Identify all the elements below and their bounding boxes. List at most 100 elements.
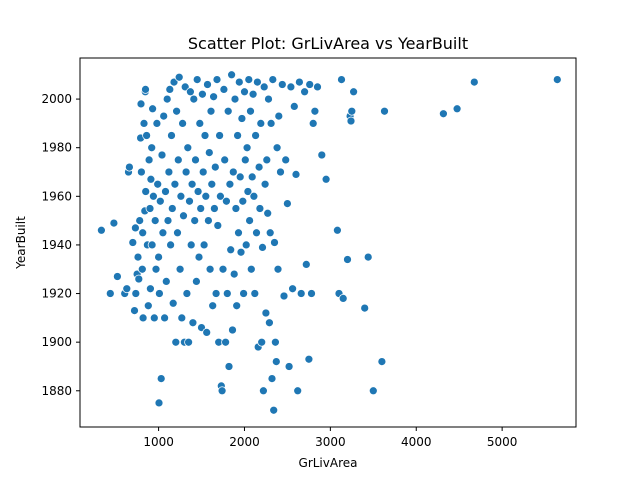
x-tick-label: 4000	[401, 435, 432, 449]
x-tick-label: 5000	[487, 435, 518, 449]
data-point	[211, 289, 221, 298]
y-tick-label: 1900	[41, 335, 72, 349]
data-point	[248, 89, 258, 99]
data-point	[137, 167, 146, 177]
data-point	[195, 119, 205, 128]
data-point	[368, 386, 378, 396]
data-point	[208, 301, 218, 311]
data-point	[343, 255, 352, 264]
data-point	[321, 174, 331, 184]
data-point	[141, 187, 151, 196]
data-point	[252, 228, 261, 238]
data-point	[242, 143, 252, 153]
y-tick-label: 1880	[41, 384, 72, 398]
data-point	[249, 191, 259, 201]
data-point	[143, 301, 153, 311]
data-point	[155, 289, 164, 298]
data-point	[161, 277, 171, 286]
data-point	[202, 328, 212, 337]
data-point	[260, 179, 270, 189]
x-axis-label: GrLivArea	[299, 456, 358, 470]
data-point	[239, 289, 248, 298]
data-point	[167, 204, 177, 213]
x-tick-label: 3000	[315, 435, 346, 449]
data-point	[276, 167, 285, 177]
data-point	[133, 252, 143, 262]
data-point	[240, 155, 250, 165]
data-point	[225, 179, 235, 189]
data-point	[194, 252, 204, 262]
data-point	[192, 75, 202, 84]
x-tick-label: 2000	[229, 435, 260, 449]
data-point	[213, 221, 223, 230]
data-point	[265, 228, 275, 238]
data-point	[147, 143, 157, 153]
y-tick-label: 1980	[41, 141, 72, 155]
plot-frame	[79, 57, 577, 428]
data-point	[193, 187, 203, 196]
data-point	[199, 240, 209, 250]
y-tick-label: 2000	[41, 92, 72, 106]
data-point	[265, 318, 274, 328]
data-point	[217, 386, 227, 396]
data-point	[281, 155, 291, 165]
data-point	[230, 94, 240, 104]
data-point	[153, 179, 163, 189]
data-point	[307, 289, 316, 298]
data-point	[245, 216, 254, 225]
data-point	[172, 106, 181, 116]
data-point	[293, 386, 303, 396]
data-point	[233, 131, 242, 140]
data-point	[270, 238, 279, 247]
data-point	[222, 289, 232, 298]
data-point	[145, 204, 155, 213]
data-point	[226, 245, 236, 255]
data-point	[234, 228, 243, 238]
data-point	[232, 301, 242, 311]
data-point	[300, 87, 309, 97]
data-point	[246, 106, 255, 116]
data-point	[279, 291, 289, 301]
data-point	[259, 82, 269, 92]
data-point	[338, 294, 348, 303]
data-point	[138, 228, 148, 238]
data-point	[380, 106, 389, 116]
data-point	[216, 191, 225, 201]
data-point	[295, 77, 304, 87]
data-point	[256, 119, 266, 128]
data-point	[271, 357, 281, 366]
data-point	[159, 111, 169, 121]
data-point	[154, 252, 163, 262]
data-point	[271, 337, 280, 347]
y-axis-label: YearBuilt	[14, 216, 28, 270]
data-point	[254, 162, 264, 172]
data-point	[310, 106, 320, 116]
data-point	[183, 143, 193, 153]
y-axis: 1880 1900 1920 1940 1960 1980 2000	[41, 92, 80, 398]
data-point	[263, 208, 273, 218]
data-point	[337, 75, 346, 84]
data-point	[166, 240, 175, 250]
data-point	[286, 82, 296, 92]
data-point	[269, 405, 279, 415]
data-point	[134, 274, 144, 284]
data-point	[109, 218, 119, 228]
data-point	[251, 131, 260, 140]
data-point	[207, 179, 217, 189]
data-point	[157, 150, 167, 160]
chart-title: Scatter Plot: GrLivArea vs YearBuilt	[188, 34, 468, 53]
data-point	[181, 167, 191, 177]
data-point	[227, 70, 236, 80]
data-point	[291, 170, 301, 179]
data-point	[308, 119, 318, 128]
data-point	[151, 264, 161, 274]
data-point	[130, 306, 139, 315]
data-point	[268, 75, 278, 84]
data-point	[146, 284, 155, 294]
data-point	[179, 211, 188, 221]
data-point	[289, 102, 299, 111]
data-point	[247, 172, 257, 182]
data-point	[349, 87, 358, 97]
data-point	[184, 337, 193, 347]
data-point	[205, 264, 215, 274]
